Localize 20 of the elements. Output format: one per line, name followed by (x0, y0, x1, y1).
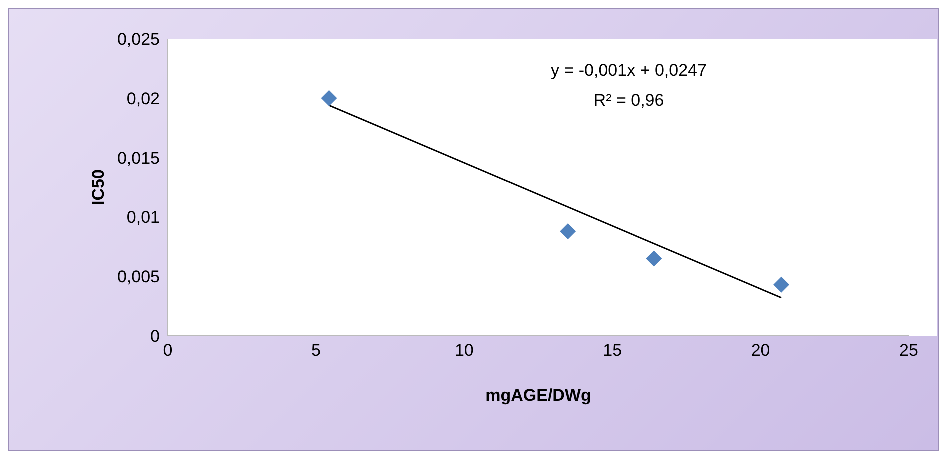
y-axis-title: IC50 (89, 170, 108, 206)
y-tick-label: 0,025 (117, 30, 160, 50)
x-tick-label: 10 (454, 341, 474, 360)
y-tick-label: 0 (150, 327, 160, 346)
point (560, 223, 576, 240)
y-tick-label: 0,015 (117, 148, 160, 168)
y-tick-label: 0,005 (117, 268, 160, 287)
annotation: y = -0,001x + 0,0247 (550, 61, 708, 81)
point (321, 90, 338, 106)
x-tick-label: 20 (751, 341, 770, 360)
x-tick-label: 15 (603, 341, 622, 360)
y-tick-label: 0,02 (126, 89, 160, 108)
x-tick-label: 5 (311, 341, 321, 360)
annotation: R² = 0,96 (592, 91, 666, 111)
x-tick-label: 25 (900, 341, 918, 360)
x-axis-title: mgAGE/DWg (486, 386, 592, 405)
point (646, 250, 662, 267)
y-tick-label: 0,01 (126, 208, 160, 228)
x-tick-label: 0 (163, 341, 173, 360)
point (774, 276, 790, 293)
